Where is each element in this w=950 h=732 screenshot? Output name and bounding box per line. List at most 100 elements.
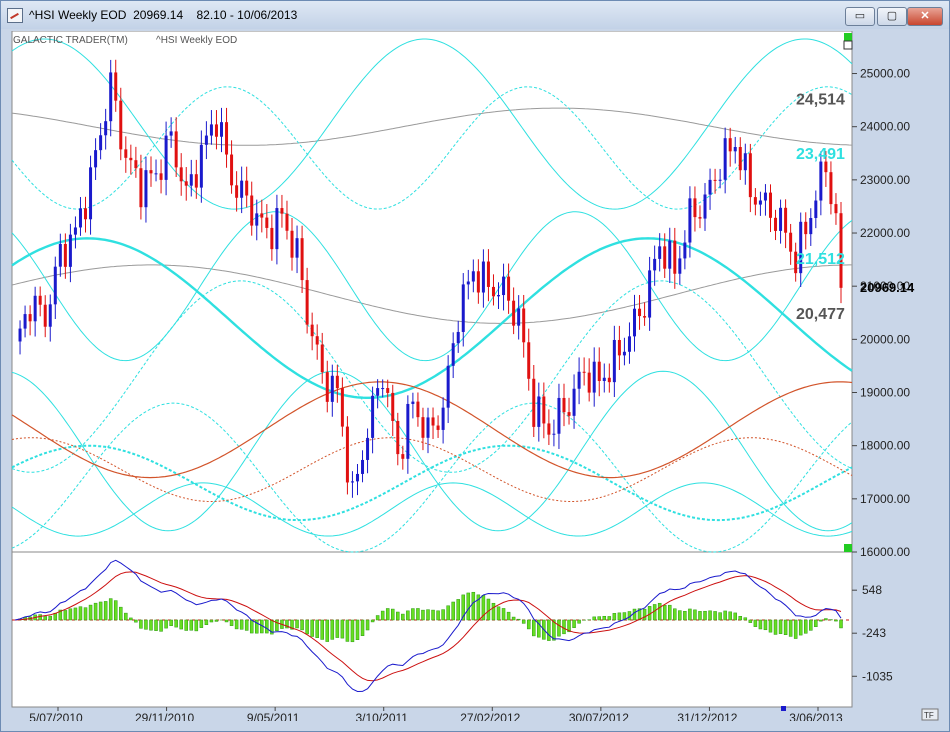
macd-histogram-bar (763, 619, 768, 631)
macd-histogram-bar (73, 607, 78, 621)
candle-body (804, 221, 808, 235)
chart-area[interactable]: 25000.00 24000.00 23000.00 22000.00 21000.00… (10, 30, 940, 725)
macd-histogram-bar (678, 610, 682, 621)
macd-histogram-bar (501, 608, 506, 621)
candle-body (481, 261, 485, 293)
candle-body (114, 72, 118, 101)
macd-histogram-bar (612, 613, 617, 621)
macd-histogram-bar (305, 619, 309, 635)
macd-histogram-bar (773, 619, 778, 635)
macd-histogram-bar (632, 608, 637, 621)
candle-body (53, 266, 57, 305)
chart-svg[interactable]: 25000.00 24000.00 23000.00 22000.00 21000.00… (10, 30, 940, 725)
candle-body (668, 240, 672, 269)
macd-histogram-bar (43, 616, 47, 621)
candle-body (728, 138, 732, 152)
time-axis-label: 3/06/2013 (789, 711, 843, 721)
close-button[interactable]: ✕ (907, 7, 943, 26)
candle-body (189, 174, 193, 186)
macd-histogram-bar (839, 619, 843, 629)
time-axis-label: 30/07/2012 (569, 711, 629, 721)
restore-button[interactable]: ▢ (877, 7, 907, 26)
macd-histogram-bar (471, 591, 476, 621)
macd-histogram-bar (552, 619, 556, 641)
macd-histogram-bar (325, 619, 330, 642)
macd-histogram-bar (526, 619, 531, 630)
gray-cycle-line (11, 107, 853, 146)
candle-body (134, 160, 138, 169)
panel-maximize-icon[interactable] (843, 40, 853, 50)
candle-body (658, 246, 662, 259)
macd-histogram-bar (486, 598, 491, 621)
macd-histogram-bar (824, 618, 828, 621)
candle-body (230, 154, 234, 186)
orange-cycle-line (11, 381, 853, 479)
macd-histogram-bar (184, 619, 188, 631)
candle-body (245, 180, 249, 196)
macd-histogram-bar (597, 616, 601, 621)
cyan-cycle-line (11, 482, 853, 537)
macd-axis-label: -1035 (862, 669, 893, 683)
candle-body (698, 217, 702, 219)
macd-histogram-bar (244, 619, 249, 631)
timeframe-badge[interactable] (921, 708, 939, 721)
macd-histogram-bar (436, 610, 440, 621)
candle-body (84, 208, 88, 220)
candle-body (73, 227, 77, 235)
candle-body (124, 149, 128, 158)
candle-body (839, 213, 843, 288)
macd-histogram-bar (592, 616, 596, 621)
macd-histogram-bar (703, 610, 707, 621)
candle-body (99, 135, 103, 151)
panel-handle-bottom[interactable] (844, 544, 852, 552)
candle-body (361, 459, 365, 474)
candle-body (507, 276, 511, 301)
time-marker[interactable] (781, 706, 786, 711)
candle-body (774, 217, 778, 231)
macd-histogram-bar (446, 605, 450, 621)
candle-body (663, 246, 667, 269)
candle-body (612, 339, 616, 383)
candle-body (633, 308, 636, 337)
macd-histogram-bar (602, 615, 607, 621)
candle-body (426, 417, 430, 438)
macd-histogram-bar (461, 594, 466, 621)
candle-body (763, 192, 767, 201)
candle-body (678, 258, 682, 274)
candle-body (381, 388, 385, 390)
candle-body (693, 198, 697, 218)
panel-handle-top[interactable] (844, 33, 852, 41)
macd-histogram-bar (375, 615, 380, 621)
candle-body (340, 388, 344, 427)
instrument-name: ^HSI Weekly EOD (156, 35, 237, 46)
candle-body (406, 403, 410, 459)
candle-body (94, 150, 98, 168)
minimize-button[interactable]: ▭ (845, 7, 875, 26)
macd-histogram-bar (411, 608, 415, 621)
macd-histogram-bar (511, 616, 516, 621)
macd-histogram-bar (814, 619, 818, 627)
candle-body (260, 213, 264, 218)
title-bar: ^HSI Weekly EOD 20969.14 82.10 - 10/06/2… (1, 1, 949, 29)
candle-body (270, 227, 274, 250)
candle-body (683, 242, 687, 259)
candle-body (68, 234, 72, 267)
candle-body (648, 270, 652, 318)
candle-body (43, 304, 47, 327)
candle-body (305, 280, 309, 325)
candle-body (522, 308, 526, 343)
candle-body (335, 375, 339, 389)
candle-body (330, 375, 334, 402)
candle-body (809, 218, 813, 235)
macd-histogram-bar (169, 619, 173, 626)
candle-body (214, 124, 218, 137)
candle-body (220, 122, 223, 137)
macd-histogram-bar (63, 610, 68, 621)
candle-body (154, 173, 158, 175)
macd-histogram-bar (310, 619, 314, 637)
macd-histogram-bar (199, 619, 204, 628)
cyan-cycle-line (11, 86, 853, 210)
macd-histogram-bar (275, 619, 279, 632)
candle-body (577, 371, 581, 389)
candle-body (345, 426, 349, 483)
